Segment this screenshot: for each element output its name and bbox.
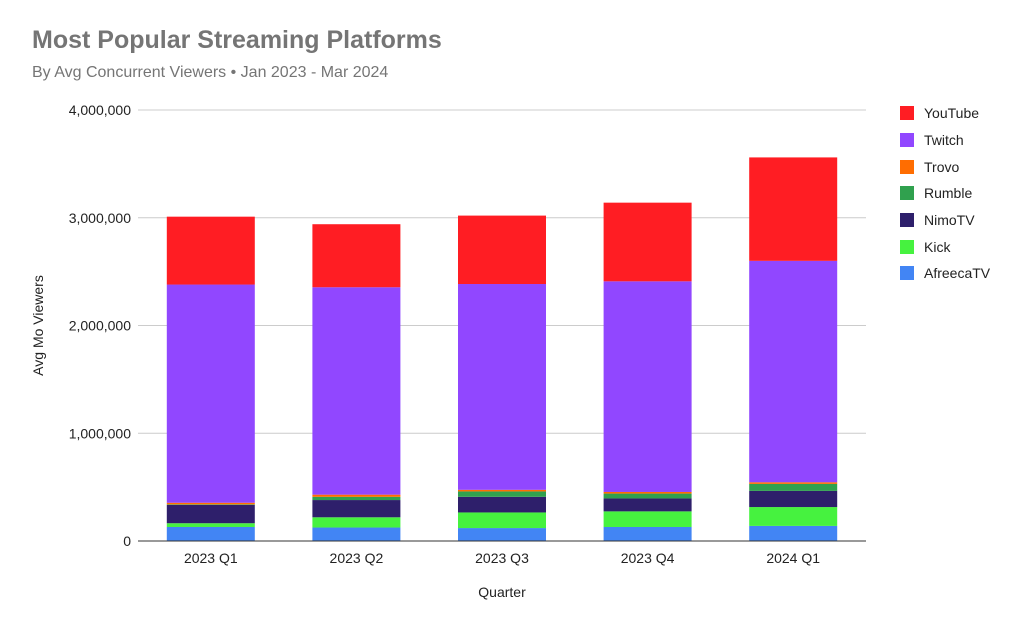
bar-twitch-2023-q3 [458,284,546,490]
x-axis-ticks: 2023 Q1 2023 Q2 2023 Q3 2023 Q4 2024 Q1 [184,550,820,566]
bar-rumble-2023-q1 [166,504,255,505]
bar-afreecatv-2024-q1 [749,525,838,541]
legend-swatch [900,266,914,281]
bar-youtube-2023-q2 [312,224,401,288]
bar-youtube-2024-q1 [749,157,838,261]
bar-twitch-2023-q1 [166,284,255,503]
legend-label: Rumble [924,185,973,202]
bar-nimotv-2023-q2 [312,500,401,518]
bar-youtube-2023-q3 [458,215,546,285]
legend-label: NimoTV [924,212,975,229]
legend-swatch [900,213,914,228]
y-axis-label: Avg Mo Viewers [30,275,46,376]
bar-kick-2023-q4 [603,511,692,527]
y-tick-label: 4,000,000 [69,102,131,118]
chart-subtitle: By Avg Concurrent Viewers • Jan 2023 - M… [32,64,389,81]
legend-label: Trovo [924,158,960,175]
bar-kick-2023-q3 [458,512,546,529]
bar-afreecatv-2023-q2 [312,527,401,541]
bar-trovo-2023-q1 [166,502,255,505]
bar-nimotv-2024-q1 [749,490,838,508]
x-tick-label: 2023 Q1 [184,550,238,566]
y-tick-label: 0 [123,533,131,549]
bar-twitch-2024-q1 [749,260,838,483]
legend-swatch [900,106,914,121]
legend-label: Twitch [924,132,964,149]
x-tick-label: 2023 Q4 [621,550,675,566]
bar-nimotv-2023-q3 [458,496,546,513]
bar-twitch-2023-q4 [603,281,692,492]
bar-trovo-2023-q4 [603,491,692,494]
bar-nimotv-2023-q1 [166,504,255,524]
bar-afreecatv-2023-q1 [166,526,255,541]
y-tick-label: 1,000,000 [69,425,131,441]
bar-rumble-2023-q4 [603,493,692,499]
bar-youtube-2023-q4 [603,202,692,282]
bar-twitch-2023-q2 [312,287,401,495]
bar-kick-2024-q1 [749,507,838,526]
bar-youtube-2023-q1 [166,216,255,285]
legend-item-youtube: YouTube [900,100,990,127]
legend-item-twitch: Twitch [900,127,990,154]
legend-swatch [900,239,914,254]
bar-afreecatv-2023-q4 [603,526,692,541]
bar-trovo-2024-q1 [749,482,838,484]
bar-afreecatv-2023-q3 [458,528,546,541]
legend-item-trovo: Trovo [900,153,990,180]
bar-trovo-2023-q2 [312,494,401,497]
y-tick-label: 3,000,000 [69,210,131,226]
legend-item-nimotv: NimoTV [900,207,990,234]
x-tick-label: 2023 Q3 [475,550,529,566]
legend-item-rumble: Rumble [900,180,990,207]
chart-title: Most Popular Streaming Platforms [32,26,442,54]
x-axis-label: Quarter [478,584,526,600]
legend-label: YouTube [924,105,980,122]
legend-item-kick: Kick [900,233,990,260]
legend-swatch [900,133,914,148]
bar-kick-2023-q2 [312,517,401,528]
bar-rumble-2023-q2 [312,496,401,501]
y-axis-ticks: 0 1,000,000 2,000,000 3,000,000 4,000,000 [69,102,132,549]
legend-item-afreecatv: AfreecaTV [900,260,990,287]
legend-swatch [900,159,914,174]
bar-nimotv-2023-q4 [603,498,692,512]
legend: YouTube Twitch Trovo Rumble NimoTV Kick Afreec… [900,100,990,287]
bar-rumble-2024-q1 [749,483,838,491]
legend-label: Kick [924,238,951,255]
y-tick-label: 2,000,000 [69,318,131,334]
x-tick-label: 2023 Q2 [330,550,384,566]
legend-label: AfreecaTV [924,265,991,282]
bar-rumble-2023-q3 [458,491,546,497]
bar-trovo-2023-q3 [458,489,546,492]
x-tick-label: 2024 Q1 [766,550,820,566]
legend-swatch [900,186,914,201]
bar-kick-2023-q1 [166,523,255,527]
bars [166,157,838,541]
